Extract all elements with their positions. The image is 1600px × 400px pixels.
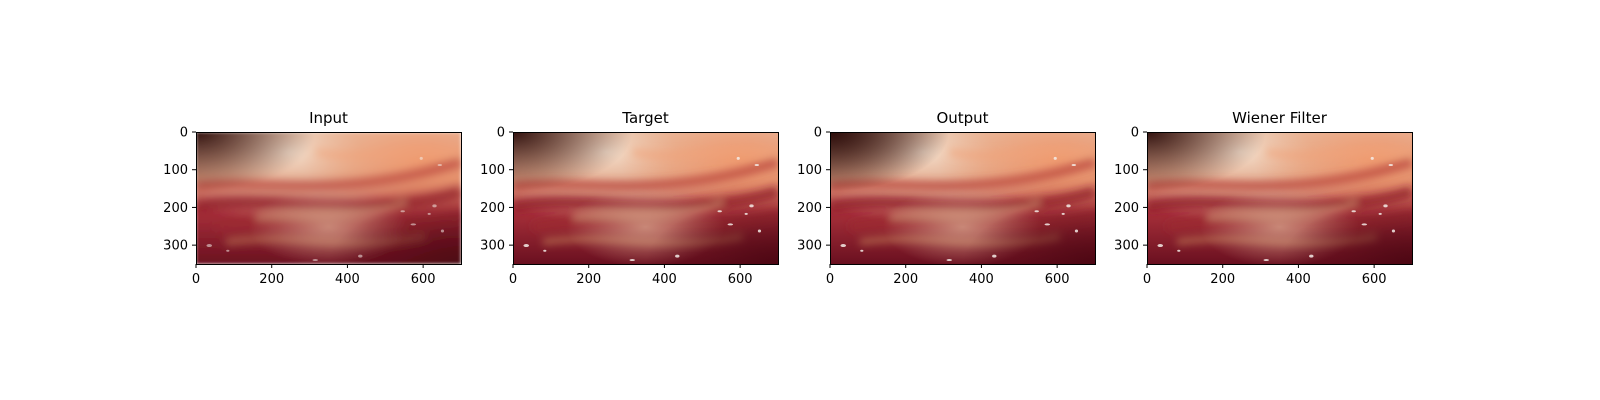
y-tick-label: 300 <box>480 239 505 254</box>
panel-title-output: Output <box>936 109 988 127</box>
y-tick-label: 200 <box>797 201 822 216</box>
x-tick-label: 400 <box>335 272 360 287</box>
y-tick-label: 0 <box>1131 126 1139 141</box>
x-tick-label: 200 <box>259 272 284 287</box>
tissue-image-input <box>196 132 461 264</box>
panel-title-input: Input <box>309 109 348 127</box>
axes-frame <box>196 132 462 265</box>
panel-output: Output 0 200 400 600 0 100 200 300 <box>797 109 1096 287</box>
y-tick-label: 200 <box>1114 201 1139 216</box>
x-tick-label: 400 <box>1286 272 1311 287</box>
x-tick-label: 0 <box>826 272 834 287</box>
panel-title-wiener: Wiener Filter <box>1232 109 1328 127</box>
x-tick-label: 0 <box>509 272 517 287</box>
panel-title-target: Target <box>621 109 669 127</box>
y-tick-label: 100 <box>1114 163 1139 178</box>
x-tick-label: 400 <box>969 272 994 287</box>
y-tick-label: 0 <box>180 126 188 141</box>
x-tick-label: 600 <box>1045 272 1070 287</box>
y-tick-label: 200 <box>163 201 188 216</box>
y-tick-label: 0 <box>814 126 822 141</box>
x-tick-label: 600 <box>411 272 436 287</box>
x-tick-label: 200 <box>576 272 601 287</box>
tissue-image-target <box>513 132 778 264</box>
y-tick-label: 100 <box>163 163 188 178</box>
y-tick-label: 300 <box>1114 239 1139 254</box>
panel-input: Input 0 200 400 600 0 100 200 300 <box>163 109 462 287</box>
x-tick-label: 600 <box>1362 272 1387 287</box>
x-tick-label: 200 <box>893 272 918 287</box>
axes-frame <box>1147 132 1413 265</box>
axes-frame <box>830 132 1096 265</box>
y-tick-label: 300 <box>163 239 188 254</box>
x-tick-label: 0 <box>192 272 200 287</box>
y-tick-label: 100 <box>797 163 822 178</box>
panel-wiener: Wiener Filter 0 200 400 600 0 100 200 300 <box>1114 109 1413 287</box>
tissue-image-wiener <box>1147 132 1412 264</box>
tissue-image-output <box>830 132 1095 264</box>
axes-frame <box>513 132 779 265</box>
x-tick-label: 200 <box>1210 272 1235 287</box>
y-tick-label: 100 <box>480 163 505 178</box>
y-tick-label: 200 <box>480 201 505 216</box>
x-tick-label: 0 <box>1143 272 1151 287</box>
y-tick-label: 300 <box>797 239 822 254</box>
y-tick-label: 0 <box>497 126 505 141</box>
panel-target: Target 0 200 400 600 0 100 200 300 <box>480 109 779 287</box>
x-tick-label: 400 <box>652 272 677 287</box>
x-tick-label: 600 <box>728 272 753 287</box>
